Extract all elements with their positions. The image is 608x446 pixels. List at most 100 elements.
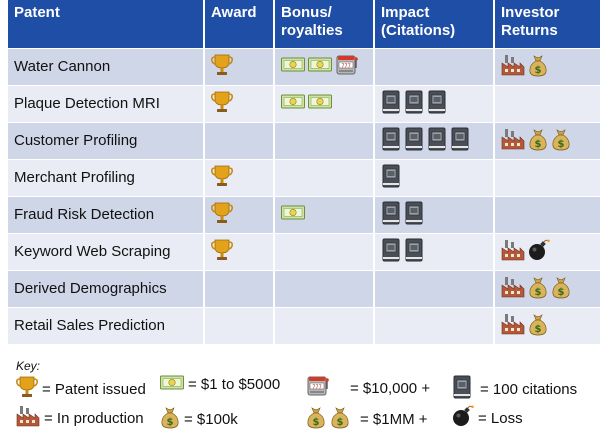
table-row: Merchant Profiling bbox=[8, 158, 600, 196]
patent-name-cell: Merchant Profiling bbox=[8, 158, 205, 196]
bonus-cell bbox=[274, 195, 375, 233]
award-cell bbox=[204, 47, 275, 85]
key-item: = In production bbox=[16, 405, 144, 431]
impact-cell bbox=[374, 232, 495, 270]
svg-text:777: 777 bbox=[312, 385, 322, 391]
moneybag-icon: $ bbox=[160, 405, 180, 433]
book-icon bbox=[381, 201, 401, 229]
book-icon bbox=[381, 127, 401, 155]
patent-name-cell: Fraud Risk Detection bbox=[8, 195, 205, 233]
book-icon bbox=[427, 127, 447, 155]
bonus-cell bbox=[274, 84, 375, 122]
key-item: = $1 to $5000 bbox=[160, 375, 280, 394]
factory-icon bbox=[501, 54, 525, 80]
table-row: Fraud Risk Detection bbox=[8, 195, 600, 233]
patent-name: Water Cannon bbox=[14, 58, 111, 75]
trophy-icon bbox=[16, 375, 38, 403]
key-item-label: = In production bbox=[44, 409, 144, 427]
returns-cell bbox=[494, 232, 600, 270]
factory-icon bbox=[16, 405, 40, 431]
book-icon bbox=[452, 375, 472, 403]
patent-table: Patent Award Bonus/royalties Impact (Cita… bbox=[8, 0, 600, 344]
returns-cell: $ bbox=[494, 47, 600, 85]
patent-name: Derived Demographics bbox=[14, 280, 167, 297]
patent-name-cell: Customer Profiling bbox=[8, 121, 205, 159]
svg-text:$: $ bbox=[535, 139, 542, 150]
key-item-label: = Patent issued bbox=[42, 380, 146, 398]
patent-name: Fraud Risk Detection bbox=[14, 206, 155, 223]
key-item-label: = $100k bbox=[184, 410, 238, 428]
key-item-label: = 100 citations bbox=[480, 380, 578, 398]
returns-cell: $ $ bbox=[494, 269, 600, 307]
slot-icon: 777 bbox=[306, 375, 330, 401]
moneybag-icon: $ bbox=[528, 127, 548, 155]
bonus-cell bbox=[274, 306, 375, 344]
header-patent: Patent bbox=[8, 0, 205, 48]
factory-icon bbox=[501, 128, 525, 154]
header-returns: Investor Returns bbox=[494, 0, 600, 48]
svg-text:$: $ bbox=[535, 287, 542, 298]
moneybag-icon: $ bbox=[551, 275, 571, 303]
patent-name: Plaque Detection MRI bbox=[14, 95, 160, 112]
moneybag-icon: $ bbox=[551, 127, 571, 155]
table-row: Water Cannon 777 $ bbox=[8, 47, 600, 85]
book-icon bbox=[404, 90, 424, 118]
award-cell bbox=[204, 84, 275, 122]
trophy-icon bbox=[211, 53, 233, 81]
award-cell bbox=[204, 269, 275, 307]
svg-text:$: $ bbox=[337, 417, 344, 428]
moneybag-icon: $ bbox=[330, 405, 350, 433]
key-item: = 100 citations bbox=[452, 375, 577, 403]
trophy-icon bbox=[211, 164, 233, 192]
returns-cell bbox=[494, 195, 600, 233]
key-item-label: = $10,000 + bbox=[350, 379, 431, 397]
patent-name: Customer Profiling bbox=[14, 132, 138, 149]
key-item: $ = $100k bbox=[160, 405, 238, 433]
cash-icon bbox=[308, 94, 332, 113]
returns-cell bbox=[494, 158, 600, 196]
table-row: Customer Profiling $ $ bbox=[8, 121, 600, 159]
cash-icon bbox=[308, 57, 332, 76]
factory-icon bbox=[501, 239, 525, 265]
slot-icon: 777 bbox=[335, 54, 359, 80]
book-icon bbox=[381, 238, 401, 266]
key-item-label: = Loss bbox=[478, 409, 523, 427]
patent-name: Merchant Profiling bbox=[14, 169, 135, 186]
key-item-label: = $1 to $5000 bbox=[188, 376, 281, 393]
table-row: Retail Sales Prediction $ bbox=[8, 306, 600, 344]
cash-icon bbox=[281, 94, 305, 113]
bonus-cell: 777 bbox=[274, 47, 375, 85]
svg-text:$: $ bbox=[313, 417, 320, 428]
book-icon bbox=[450, 127, 470, 155]
award-cell bbox=[204, 158, 275, 196]
factory-icon bbox=[501, 276, 525, 302]
key-title: Key: bbox=[16, 359, 41, 373]
returns-cell: $ bbox=[494, 306, 600, 344]
key-item: 777 = $10,000 + bbox=[306, 375, 430, 401]
patent-name-cell: Retail Sales Prediction bbox=[8, 306, 205, 344]
patent-name: Retail Sales Prediction bbox=[14, 317, 165, 335]
header-award: Award bbox=[204, 0, 275, 48]
bonus-cell bbox=[274, 232, 375, 270]
trophy-icon bbox=[211, 201, 233, 229]
book-icon bbox=[381, 90, 401, 118]
svg-text:$: $ bbox=[535, 65, 542, 76]
impact-cell bbox=[374, 47, 495, 85]
moneybag-icon: $ bbox=[306, 405, 326, 433]
patent-name-cell: Derived Demographics bbox=[8, 269, 205, 307]
legend-key: Key: = Patent issued = $1 to $5000 777 = $1… bbox=[8, 357, 600, 443]
book-icon bbox=[404, 238, 424, 266]
award-cell bbox=[204, 195, 275, 233]
patent-name-cell: Keyword Web Scraping bbox=[8, 232, 205, 270]
book-icon bbox=[427, 90, 447, 118]
patent-name-cell: Plaque Detection MRI bbox=[8, 84, 205, 122]
svg-text:$: $ bbox=[558, 287, 565, 298]
award-cell bbox=[204, 121, 275, 159]
book-icon bbox=[404, 127, 424, 155]
cash-icon bbox=[281, 57, 305, 76]
header-bonus: Bonus/royalties bbox=[274, 0, 375, 48]
award-cell bbox=[204, 306, 275, 344]
bonus-cell bbox=[274, 158, 375, 196]
factory-icon bbox=[501, 313, 525, 339]
bomb-icon bbox=[452, 405, 474, 431]
